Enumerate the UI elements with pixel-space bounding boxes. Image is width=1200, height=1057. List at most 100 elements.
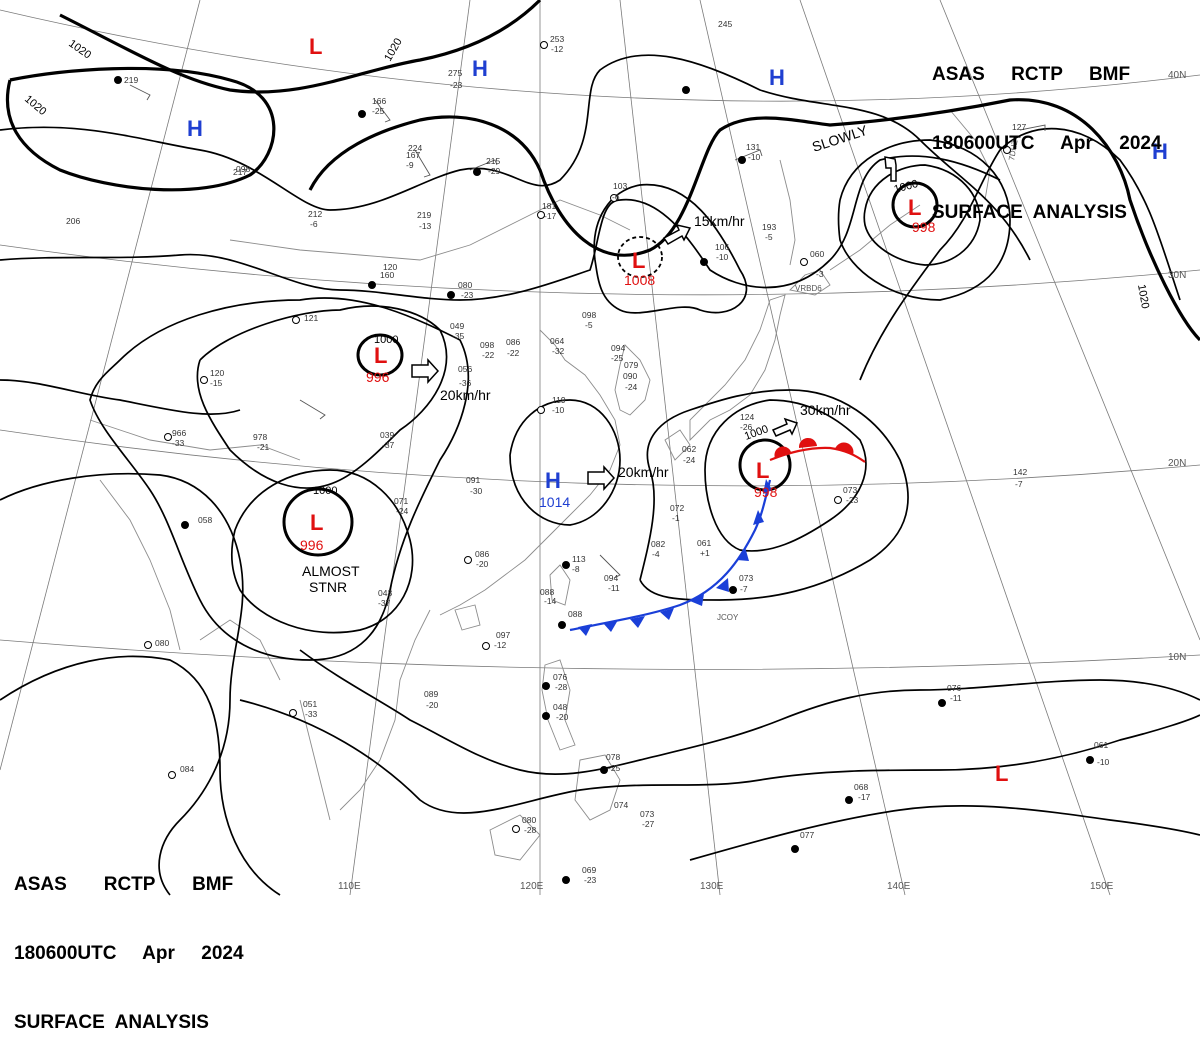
station-temp: -37 xyxy=(378,598,391,608)
station-pressure: 217 xyxy=(233,167,247,177)
station-pressure: 160 xyxy=(380,270,394,280)
high-center-symbol: H xyxy=(1152,139,1168,164)
station-temp: -3 xyxy=(816,269,824,279)
isobar-1016-west xyxy=(0,379,241,415)
isobar-1012-scs xyxy=(509,399,621,526)
station-pressure: 073 xyxy=(843,485,857,495)
header-line-station: ASAS RCTP BMF xyxy=(932,64,1131,85)
coastlines xyxy=(89,109,991,861)
station-pressure: 051 xyxy=(303,699,317,709)
station-temp: -10 xyxy=(716,252,729,262)
station-pressure: 056 xyxy=(458,364,472,374)
lon-100e-line xyxy=(0,0,201,771)
station-temp: -35 xyxy=(452,331,465,341)
station-pressure: 072 xyxy=(670,503,684,513)
station-temp: -25 xyxy=(608,763,621,773)
station-temp: -11 xyxy=(950,693,962,703)
station-marker xyxy=(537,211,545,219)
station-pressure: 060 xyxy=(810,249,824,259)
station-marker xyxy=(542,712,550,720)
isobar-label: 1000 xyxy=(313,485,337,497)
station-markers xyxy=(114,41,1094,884)
isobar-1016-central xyxy=(89,297,469,661)
taiwan xyxy=(549,564,571,606)
ring-low-ne xyxy=(891,181,939,229)
isobar-1012-outer-southwest xyxy=(0,472,244,896)
cold-front xyxy=(569,479,772,636)
himalaya-border xyxy=(89,419,301,461)
station-pressure: 086 xyxy=(475,549,489,559)
station-pressure: 119 xyxy=(552,395,566,405)
station-pressure: 069 xyxy=(582,865,596,875)
station-marker xyxy=(562,876,570,884)
station-temp: -23 xyxy=(584,875,597,885)
station-pressure: 076 xyxy=(947,683,961,693)
arrow-central-icon xyxy=(411,358,440,384)
station-pressure: 086 xyxy=(506,337,520,347)
header-top-right: ASAS RCTP BMF 180600UTC Apr 2024 SURFACE… xyxy=(932,17,1162,247)
station-id: JCOY xyxy=(717,613,739,622)
latitude-label: 20N xyxy=(1168,458,1186,469)
station-temp: -23 xyxy=(450,80,463,90)
station-pressure: 080 xyxy=(458,280,472,290)
station-pressure: 142 xyxy=(1013,467,1027,477)
motion-speed-label: 15km/hr xyxy=(694,213,745,229)
station-pressure: 077 xyxy=(800,830,814,840)
station-temp: -25 xyxy=(611,353,624,363)
station-pressure: 253 xyxy=(550,34,564,44)
russia-china-border xyxy=(469,199,631,246)
latitude-label: 40N xyxy=(1168,70,1186,81)
header-line-title: SURFACE ANALYSIS xyxy=(14,1012,209,1033)
station-pressure: 978 xyxy=(253,432,267,442)
station-temp: -21 xyxy=(257,442,270,452)
ring-low-central xyxy=(356,333,404,377)
arrow-scs-icon xyxy=(587,465,616,491)
station-temp: -33 xyxy=(305,709,318,719)
station-pressure: 071 xyxy=(394,496,408,506)
header-line-station: ASAS RCTP BMF xyxy=(14,874,234,895)
graticule-labels: 110E 120E 130E 140E 150E 40N 30N 20N 10N xyxy=(338,70,1186,892)
longitude-label: 120E xyxy=(520,881,544,892)
station-marker xyxy=(540,41,548,49)
station-pressure: 193 xyxy=(762,222,776,232)
station-pressure: 061 xyxy=(697,538,711,548)
station-pressure: 043 xyxy=(378,588,392,598)
low-center-value: 998 xyxy=(912,219,936,235)
motion-arrows xyxy=(411,156,897,491)
low-center-symbol: L xyxy=(310,510,323,535)
isobar-1012-far-south xyxy=(689,805,1200,861)
station-temp: -22 xyxy=(507,348,520,358)
high-center-symbol: H xyxy=(187,116,203,141)
station-marker xyxy=(800,258,808,266)
station-pressure: 097 xyxy=(496,630,510,640)
station-pressure: 219 xyxy=(124,75,138,85)
station-pressure: 215 xyxy=(486,156,500,166)
isobar-1020-n xyxy=(308,98,1200,342)
high-center-value: 1014 xyxy=(539,494,570,510)
malay-peninsula xyxy=(299,699,331,821)
station-marker xyxy=(181,521,189,529)
hainan xyxy=(454,604,481,631)
isobar-1012-south-china xyxy=(0,655,281,896)
isobars xyxy=(0,0,1200,896)
low-center-values: 996 996 1008 998 998 xyxy=(300,219,936,553)
station-pressure: 061 xyxy=(1094,740,1108,750)
station-id: VRBD6 xyxy=(795,284,822,293)
longitude-label: 110E xyxy=(338,881,361,892)
header-line-time: 180600UTC Apr 2024 xyxy=(932,133,1162,154)
station-marker xyxy=(164,433,172,441)
isobar-1012-north xyxy=(0,155,1001,301)
ring-low-yellow-sea xyxy=(617,236,663,278)
warm-front-line xyxy=(769,446,866,463)
station-temp: -10 xyxy=(748,152,761,162)
station-pressure: 219 xyxy=(417,210,431,220)
isobar-1008-east-china xyxy=(593,183,748,314)
station-pressure: 181 xyxy=(542,201,556,211)
kamchatka xyxy=(949,109,991,201)
station-temp: -27 xyxy=(642,819,655,829)
station-pressure: 089 xyxy=(424,689,438,699)
isobar-label: 1020 xyxy=(1135,283,1151,309)
station-temp: -24 xyxy=(396,506,409,516)
cold-front-triangle xyxy=(603,620,618,632)
station-marker xyxy=(1086,756,1094,764)
